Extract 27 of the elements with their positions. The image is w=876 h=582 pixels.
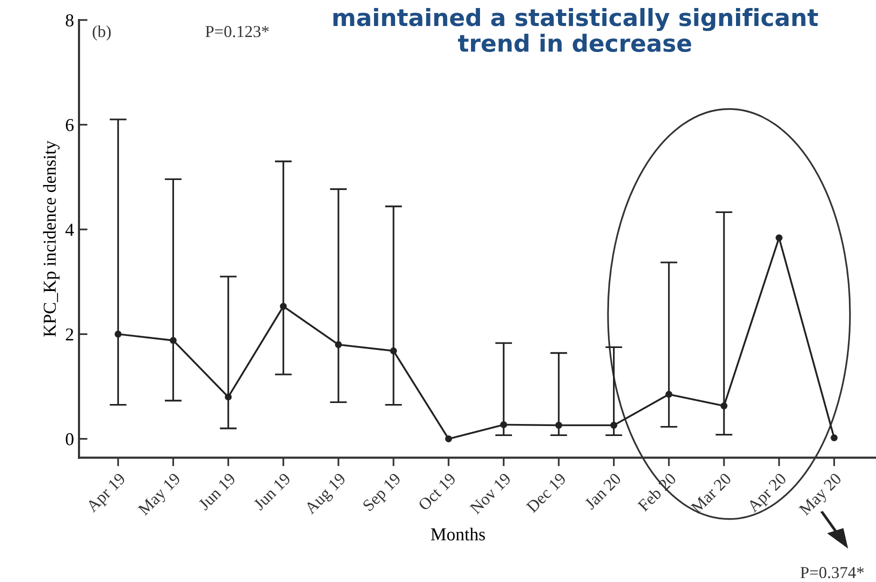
x-tick-label: Dec 19 bbox=[526, 472, 567, 514]
y-tick-label: 0 bbox=[66, 433, 74, 446]
y-axis-title: KPC_Kp incidence density bbox=[43, 140, 60, 337]
x-tick-label: Nov 19 bbox=[469, 472, 512, 515]
point bbox=[776, 234, 783, 242]
y-tick-label: 6 bbox=[66, 119, 74, 132]
y-tick-label: 2 bbox=[66, 328, 74, 340]
annotation: P=0.123* bbox=[205, 26, 269, 38]
chart-title: maintained a statistically significant trend in decrease bbox=[333, 8, 818, 52]
point bbox=[830, 434, 838, 442]
y-tick-label: 4 bbox=[65, 224, 74, 236]
y-tick-label: 8 bbox=[66, 14, 74, 26]
x-tick-label: Aug 19 bbox=[304, 472, 349, 518]
x-tick-label: Apr 19 bbox=[86, 472, 128, 516]
text: P=0.374* bbox=[800, 566, 864, 578]
x-axis-title: Months bbox=[430, 528, 485, 540]
x-tick-label: May 20 bbox=[798, 472, 844, 518]
x-tick-label: Jan 20 bbox=[584, 472, 622, 510]
x-tick-label: Apr 20 bbox=[746, 472, 790, 516]
x-tick-label: Sep 19 bbox=[362, 472, 404, 514]
annotation: (b) bbox=[92, 25, 111, 41]
x-tick-label: Oct 19 bbox=[418, 472, 456, 512]
x-tick-label: May 19 bbox=[138, 472, 184, 518]
x-tick-label: Jun 19 bbox=[198, 472, 236, 511]
x-tick-label: Mar 20 bbox=[690, 472, 732, 514]
x-tick-label: Jun 19 bbox=[252, 472, 292, 511]
point bbox=[445, 435, 452, 442]
